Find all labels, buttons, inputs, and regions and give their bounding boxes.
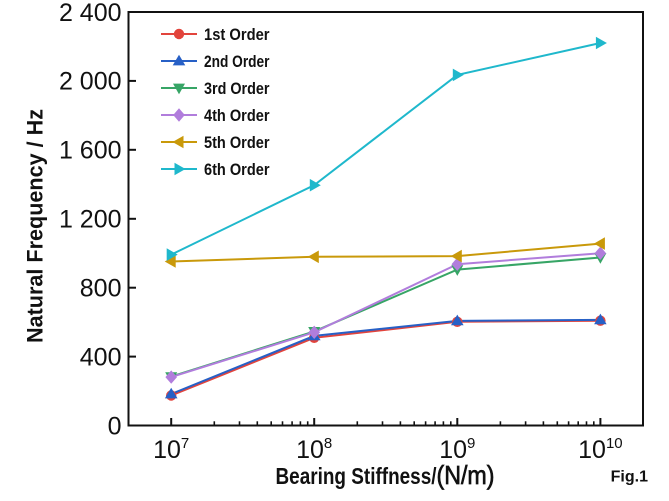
svg-text:800: 800	[80, 275, 122, 303]
svg-text:Bearing Stiffness/(N/m): Bearing Stiffness/(N/m)	[276, 460, 495, 490]
svg-text:2 000: 2 000	[59, 68, 122, 96]
svg-text:4th Order: 4th Order	[204, 106, 270, 125]
svg-text:Fig.1: Fig.1	[611, 469, 648, 486]
svg-text:400: 400	[80, 343, 122, 371]
svg-text:1 200: 1 200	[59, 206, 122, 234]
svg-text:1st Order: 1st Order	[204, 25, 270, 44]
svg-text:6th Order: 6th Order	[204, 160, 270, 179]
svg-text:2nd Order: 2nd Order	[204, 52, 270, 71]
svg-text:109: 109	[439, 435, 475, 464]
svg-text:1 600: 1 600	[59, 137, 122, 165]
svg-text:Natural Frequency / Hz: Natural Frequency / Hz	[23, 109, 48, 343]
svg-text:5th Order: 5th Order	[204, 133, 270, 152]
svg-text:0: 0	[108, 412, 122, 440]
svg-text:3rd Order: 3rd Order	[204, 79, 270, 98]
svg-text:2 400: 2 400	[59, 0, 122, 27]
